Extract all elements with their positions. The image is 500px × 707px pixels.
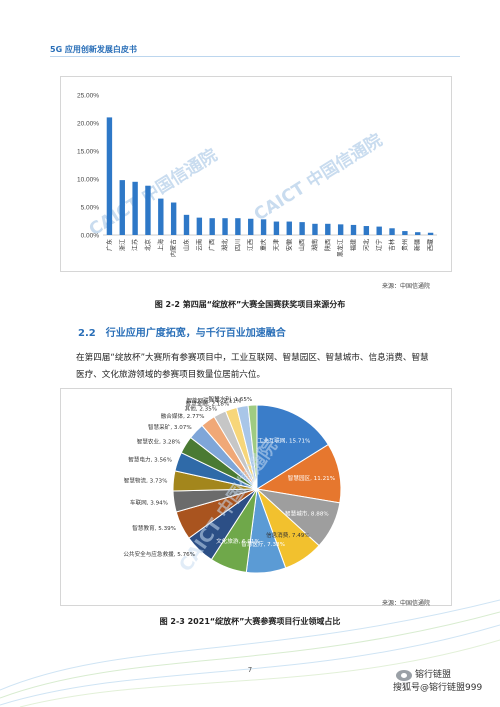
- x-tick-label: 重庆: [260, 239, 268, 251]
- bar-chart: CAICT 中国信通院 CAICT 中国信通院0.00%5.00%10.00%15…: [77, 93, 437, 257]
- bar: [209, 218, 215, 235]
- y-tick-label: 10.00%: [77, 177, 99, 184]
- header-rule: [50, 56, 460, 57]
- pie-label: 智慧城市, 8.88%: [285, 509, 329, 517]
- bar: [222, 218, 228, 235]
- pie-chart-frame: CAICT 中国信通院 工业互联网, 15.71% 智慧园区, 11.21% 智慧城市…: [60, 388, 452, 606]
- x-tick-label: 湖北: [221, 239, 229, 251]
- bar: [183, 214, 190, 235]
- bar: [273, 221, 280, 235]
- x-tick-label: 江西: [248, 239, 255, 251]
- body-paragraph: 在第四届“绽放杯”大赛所有参赛项目中，工业互联网、智慧园区、智慧城市、信息消费、…: [76, 353, 429, 380]
- pie-label: 智慧物流, 3.73%: [124, 476, 168, 484]
- x-tick-label: 新疆: [414, 239, 422, 251]
- pie-label: 智慧采矿, 3.07%: [148, 423, 192, 431]
- pie-label: 智慧教育, 5.39%: [132, 524, 176, 532]
- pie-label: 智慧医疗, 7.38%: [241, 540, 285, 548]
- section-number: 2.2: [78, 328, 96, 339]
- x-tick-label: 安徽: [285, 239, 293, 251]
- x-tick-label: 山东: [183, 239, 191, 251]
- y-tick-label: 15.00%: [77, 149, 99, 156]
- bar: [376, 226, 382, 235]
- figure2-source: 来源：中国信通院: [382, 600, 431, 607]
- pie-label: 智慧金融, 2.18%: [186, 399, 230, 407]
- x-tick-label: 内蒙古: [170, 239, 178, 257]
- x-tick-label: 上海: [157, 239, 165, 251]
- bar: [119, 180, 125, 235]
- y-tick-label: 20.00%: [77, 121, 99, 128]
- section-title: 行业应用广度拓宽，与千行百业加速融合: [105, 328, 286, 339]
- y-tick-label: 25.00%: [77, 93, 99, 100]
- bar-chart-frame: CAICT 中国信通院 CAICT 中国信通院 0.00% 5.00% 10.00% 15…: [60, 76, 452, 272]
- pie-label: 智慧电力, 3.56%: [128, 456, 172, 464]
- bar: [286, 221, 292, 235]
- pie-slice: [247, 404, 258, 490]
- section-heading: 2.2 行业应用广度拓宽，与千行百业加速融合: [78, 324, 286, 339]
- x-tick-label: 吉林: [388, 239, 396, 251]
- bar: [196, 217, 203, 235]
- bar: [312, 223, 318, 235]
- bar: [427, 232, 434, 235]
- x-tick-label: 浙江: [118, 239, 126, 251]
- bar: [415, 232, 421, 235]
- figure1-caption: 图 2-2 第四届“绽放杯”大赛全国赛获奖项目来源分布: [154, 300, 346, 309]
- figure2-caption: 图 2-3 2021“绽放杯”大赛参赛项目行业领域占比: [159, 617, 341, 626]
- pie-slice: [256, 404, 329, 490]
- page-number: 7: [247, 666, 253, 674]
- wechat-icon: [396, 670, 412, 681]
- x-tick-label: 山西: [298, 239, 306, 251]
- sohu-watermark: 镕行链盟 搜狐号@镕行链盟999: [393, 669, 482, 695]
- x-tick-label: 广东: [105, 239, 113, 251]
- y-tick-label: 5.00%: [81, 205, 100, 212]
- x-tick-label: 北京: [144, 239, 152, 251]
- bar: [363, 226, 370, 235]
- bar: [132, 181, 138, 235]
- bar: [389, 228, 395, 235]
- bar: [106, 117, 113, 235]
- bar: [325, 223, 331, 235]
- bar: [402, 231, 408, 235]
- pie-label: 智慧园区, 11.21%: [288, 474, 335, 482]
- x-tick-label: 河北: [362, 239, 370, 251]
- bar: [170, 202, 177, 235]
- bar: [145, 185, 151, 235]
- pie-label: 工业互联网, 15.71%: [257, 437, 310, 445]
- pie-label: 智慧农业, 3.28%: [137, 438, 181, 446]
- bar: [158, 198, 164, 235]
- x-tick-label: 广西: [208, 239, 216, 251]
- x-tick-label: 陕西: [324, 239, 332, 251]
- pie-label: 其他, 2.35%: [185, 404, 218, 412]
- bar: [235, 218, 241, 235]
- bar: [260, 219, 267, 235]
- bar: [337, 224, 344, 235]
- figure1-source: 来源：中国信通院: [382, 283, 431, 290]
- header-title: 5G 应用创新发展白皮书: [50, 45, 137, 54]
- x-tick-label: 云南: [195, 239, 203, 251]
- x-tick-label: 江苏: [131, 239, 139, 251]
- x-tick-label: 湖南: [311, 239, 319, 251]
- x-tick-label: 天津: [273, 239, 280, 251]
- pie-label: 智能网联汽车, 2.11%: [186, 396, 241, 404]
- x-tick-label: 西藏: [427, 239, 435, 251]
- x-tick-label: 辽宁: [375, 239, 383, 251]
- pie-label: 信息消费, 7.49%: [266, 531, 310, 539]
- pie-label: 文化旅游, 6.91%: [216, 537, 260, 545]
- bar: [248, 218, 254, 235]
- pie-label: 车联网, 3.94%: [130, 498, 168, 506]
- watermark-line1: 镕行链盟: [415, 670, 452, 680]
- bar: [350, 224, 357, 235]
- x-tick-label: 黑龙江: [337, 239, 345, 257]
- watermark-line2: 搜狐号@镕行链盟999: [393, 683, 483, 693]
- x-tick-label: 四川: [235, 239, 242, 251]
- chart-watermark: CAICT 中国信通院: [250, 129, 386, 225]
- x-tick-label: 福建: [350, 239, 358, 251]
- pie-label: 公共安全与应急救援, 5.76%: [123, 550, 195, 558]
- pie-label: 智慧水利, 1.65%: [209, 395, 253, 403]
- bar: [299, 222, 305, 235]
- x-tick-label: 贵州: [401, 239, 409, 251]
- page-header: 5G 应用创新发展白皮书: [0, 0, 500, 62]
- y-tick-label: 0.00%: [81, 233, 100, 240]
- pie-label: 融合媒体, 2.77%: [161, 412, 205, 420]
